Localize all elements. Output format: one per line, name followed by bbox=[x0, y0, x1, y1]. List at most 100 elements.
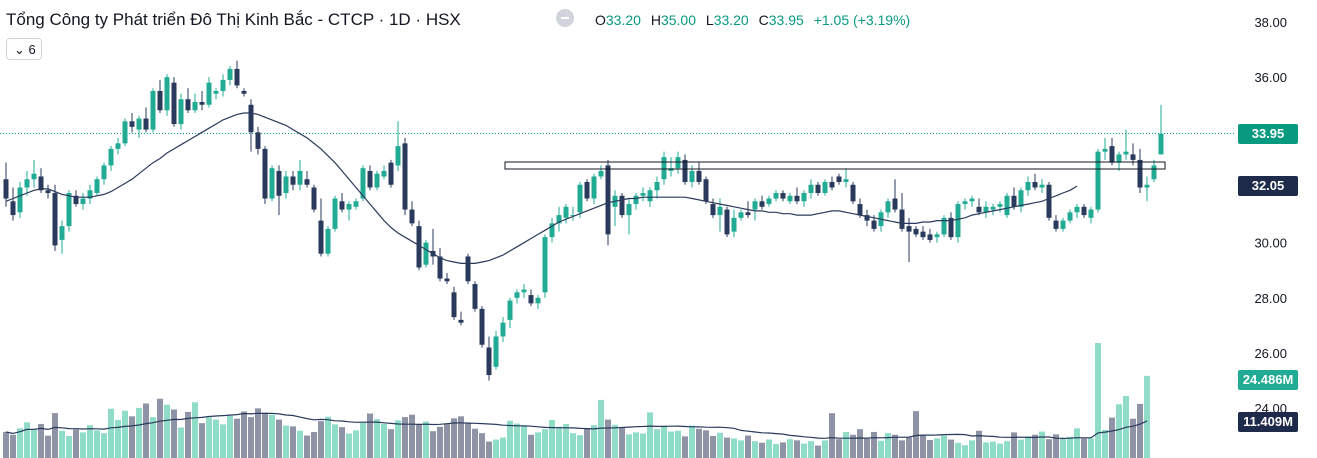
volume-bar bbox=[619, 427, 625, 458]
candle-body bbox=[241, 90, 247, 94]
candle-body bbox=[388, 162, 394, 185]
volume-bar bbox=[122, 410, 128, 458]
low-label: L bbox=[705, 12, 714, 28]
candle-body bbox=[437, 256, 443, 279]
volume-bar bbox=[332, 424, 338, 458]
candle-body bbox=[654, 181, 660, 191]
candle-body bbox=[1067, 212, 1073, 221]
candle-body bbox=[318, 220, 324, 254]
candle-body bbox=[1046, 184, 1052, 218]
volume-bar bbox=[360, 422, 366, 458]
volume-bar bbox=[430, 431, 436, 458]
candle-body bbox=[255, 132, 261, 149]
volume-bar bbox=[717, 432, 723, 458]
candle-body bbox=[3, 179, 9, 199]
candle-body bbox=[31, 173, 37, 180]
volume-bar bbox=[353, 430, 359, 458]
candle-body bbox=[136, 118, 142, 130]
close-label: C bbox=[758, 12, 769, 28]
volume-bar bbox=[703, 430, 709, 458]
candle-body bbox=[1039, 184, 1045, 188]
volume-bar bbox=[836, 439, 842, 458]
candle-body bbox=[577, 184, 583, 213]
volume-bar bbox=[199, 423, 205, 458]
volume-bar bbox=[248, 417, 254, 458]
indicator-count: 6 bbox=[28, 42, 36, 57]
volume-bar bbox=[108, 408, 114, 458]
volume-bar bbox=[3, 431, 9, 458]
candle-body bbox=[892, 198, 898, 210]
candle-body bbox=[1158, 133, 1164, 155]
candle-body bbox=[514, 292, 520, 298]
volume-bars bbox=[3, 343, 1150, 458]
volume-bar bbox=[773, 443, 779, 458]
volume-bar bbox=[1025, 436, 1031, 458]
candle-body bbox=[1074, 206, 1080, 213]
volume-bar bbox=[759, 442, 765, 458]
candle-body bbox=[164, 77, 170, 111]
candle-body bbox=[675, 157, 681, 169]
candle-body bbox=[465, 256, 471, 282]
ma-price-badge: 32.05 bbox=[1238, 176, 1298, 196]
candle-body bbox=[262, 148, 268, 199]
volume-bar bbox=[661, 425, 667, 458]
volume-bar bbox=[843, 431, 849, 458]
indicators-toggle-button[interactable]: ⌄ 6 bbox=[6, 38, 42, 60]
volume-bar bbox=[451, 418, 457, 458]
price-tick-label: 26.00 bbox=[1254, 346, 1287, 361]
hide-icon[interactable] bbox=[556, 9, 574, 27]
volume-bar bbox=[941, 435, 947, 458]
open-label: O bbox=[595, 12, 606, 28]
candle-body bbox=[143, 118, 149, 130]
volume-bar bbox=[318, 421, 324, 458]
candle-body bbox=[66, 193, 72, 227]
price-tick-label: 28.00 bbox=[1254, 291, 1287, 306]
close-value: 33.95 bbox=[768, 12, 804, 28]
candle-body bbox=[227, 68, 233, 80]
volume-bar bbox=[500, 437, 506, 458]
candle-body bbox=[864, 215, 870, 221]
candle-body bbox=[59, 226, 65, 240]
volume-bar bbox=[388, 429, 394, 458]
volume-bar bbox=[696, 428, 702, 458]
volume-bar bbox=[423, 421, 429, 458]
candle-body bbox=[738, 212, 744, 218]
volume-bar bbox=[822, 440, 828, 458]
candle-body bbox=[815, 184, 821, 194]
high-label: H bbox=[650, 12, 661, 28]
moving-average-line bbox=[5, 112, 1078, 264]
volume-bar bbox=[654, 429, 660, 458]
candle-body bbox=[101, 165, 107, 180]
volume-bar bbox=[486, 441, 492, 458]
candle-body bbox=[801, 193, 807, 202]
volume-bar bbox=[549, 419, 555, 458]
volume-bar bbox=[647, 412, 653, 458]
candle-body bbox=[1025, 181, 1031, 191]
volume-bar bbox=[612, 424, 618, 458]
candle-body bbox=[1081, 206, 1087, 216]
volume-bar bbox=[878, 440, 884, 458]
volume-bar bbox=[52, 413, 58, 458]
candle-body bbox=[353, 201, 359, 207]
volume-bar bbox=[633, 432, 639, 458]
candle-body bbox=[745, 212, 751, 216]
candle-body bbox=[52, 193, 58, 246]
volume-bar bbox=[906, 437, 912, 458]
volume-bar bbox=[808, 441, 814, 458]
volume-bar bbox=[234, 418, 240, 458]
candle-body bbox=[661, 157, 667, 180]
candle-body bbox=[927, 234, 933, 240]
candle-body bbox=[416, 226, 422, 268]
volume-bar bbox=[395, 420, 401, 458]
candle-body bbox=[780, 193, 786, 199]
volume-bar bbox=[31, 429, 37, 458]
candle-body bbox=[619, 195, 625, 216]
resistance-rectangle[interactable] bbox=[504, 161, 1166, 170]
volume-bar bbox=[472, 428, 478, 458]
volume-bar bbox=[339, 427, 345, 458]
volume-bar bbox=[920, 434, 926, 458]
volume-bar bbox=[1018, 439, 1024, 458]
candle-body bbox=[409, 209, 415, 224]
candle-body bbox=[1053, 220, 1059, 229]
